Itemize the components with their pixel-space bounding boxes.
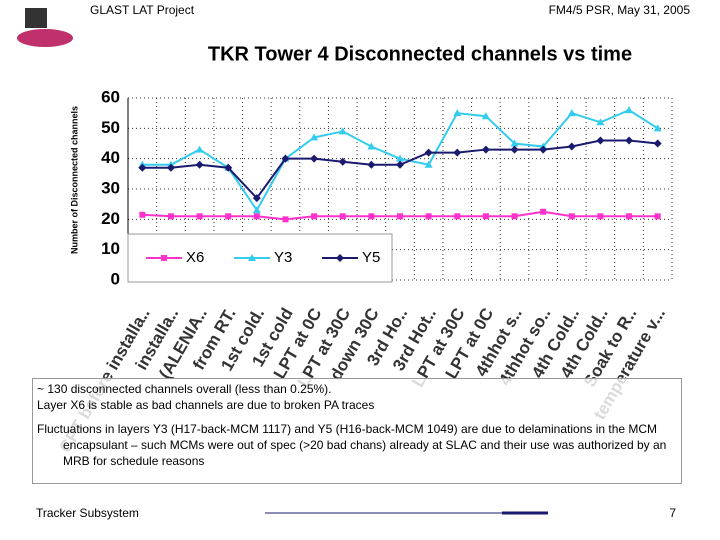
logo (25, 8, 47, 28)
header-meeting: FM4/5 PSR, May 31, 2005 (549, 3, 691, 17)
marker (166, 163, 175, 172)
note: ~ 130 disconnected channels overall (les… (37, 382, 332, 396)
marker (248, 254, 256, 261)
y-tick-label: 0 (111, 269, 120, 288)
marker (510, 145, 519, 154)
marker (252, 206, 261, 214)
marker (397, 213, 403, 220)
legend-label: X6 (186, 249, 204, 266)
marker (625, 106, 634, 114)
marker (568, 213, 575, 220)
note: Layer X6 is stable as bad channels are d… (37, 398, 375, 412)
marker (338, 127, 347, 135)
marker (540, 208, 547, 215)
marker (567, 109, 576, 117)
marker (626, 213, 633, 220)
legend-label: Y5 (362, 249, 380, 266)
marker (161, 255, 167, 261)
y-tick-label: 10 (101, 239, 120, 258)
y-tick-label: 20 (101, 209, 120, 228)
marker (310, 154, 319, 163)
y-tick-label: 60 (101, 87, 120, 106)
marker (396, 160, 404, 169)
marker (338, 157, 347, 166)
marker (453, 148, 462, 157)
marker (195, 145, 204, 153)
legend-label: Y3 (274, 249, 292, 266)
logo (17, 29, 73, 47)
marker (310, 133, 319, 141)
marker (511, 213, 518, 220)
marker (653, 139, 662, 148)
marker (625, 136, 634, 145)
marker (196, 213, 203, 220)
page-number: 7 (669, 506, 676, 520)
marker (424, 160, 433, 168)
footer-subsystem: Tracker Subsystem (36, 506, 139, 520)
marker (367, 160, 376, 169)
marker (336, 254, 344, 262)
marker (653, 124, 662, 132)
marker (195, 160, 204, 169)
y-axis-title: Number of Disconnected channels (69, 106, 79, 254)
marker (482, 213, 489, 220)
notes-box: ~ 130 disconnected channels overall (les… (32, 378, 682, 484)
marker (167, 213, 174, 220)
marker (368, 213, 375, 220)
marker (253, 213, 260, 220)
marker (454, 213, 461, 220)
chart-title: TKR Tower 4 Disconnected channels vs tim… (208, 43, 632, 65)
marker (339, 213, 346, 220)
y-tick-label: 40 (101, 148, 120, 167)
marker (224, 163, 233, 172)
marker (139, 211, 146, 218)
marker (138, 163, 147, 172)
marker (510, 139, 519, 147)
marker (481, 112, 490, 120)
marker (425, 213, 432, 220)
marker (281, 154, 290, 163)
marker (311, 213, 318, 220)
marker (367, 142, 376, 150)
marker (567, 142, 576, 151)
marker (225, 213, 232, 220)
marker (596, 136, 605, 145)
marker (396, 154, 404, 162)
marker (597, 213, 604, 220)
marker (539, 145, 548, 154)
y-tick-label: 50 (101, 118, 120, 137)
marker (654, 213, 661, 220)
y-tick-label: 30 (101, 178, 120, 197)
marker (481, 145, 490, 154)
marker (282, 216, 289, 223)
marker (596, 118, 605, 126)
marker (453, 109, 462, 117)
marker (424, 148, 433, 157)
header-project: GLAST LAT Project (90, 3, 195, 17)
marker (252, 194, 261, 203)
note: Fluctuations in layers Y3 (H17-back-MCM … (37, 422, 667, 468)
